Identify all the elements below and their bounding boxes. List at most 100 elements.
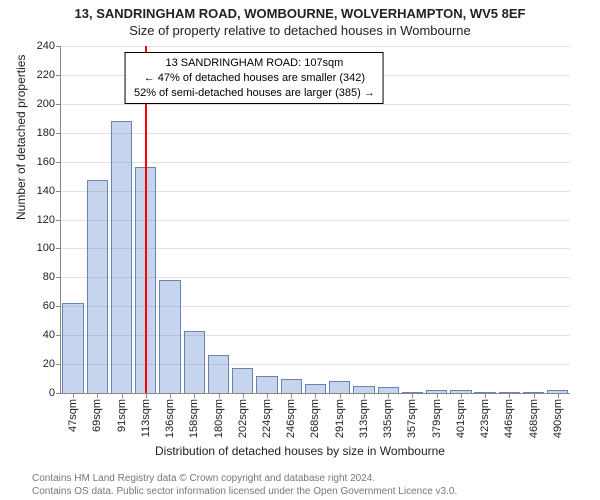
bar [232,368,253,393]
gridline [61,46,570,47]
gridline [61,306,570,307]
xtick-label: 313sqm [358,399,370,438]
annotation-line: 13 SANDRINGHAM ROAD: 107sqm [134,56,375,71]
ytick-mark [56,133,61,134]
xtick-mark [509,393,510,398]
ytick-mark [56,364,61,365]
xtick-mark [315,393,316,398]
annotation-line: 52% of semi-detached houses are larger (… [134,86,375,101]
ytick-label: 120 [37,214,55,226]
ytick-label: 80 [43,271,55,283]
ytick-mark [56,162,61,163]
ytick-mark [56,335,61,336]
xtick-label: 335sqm [382,399,394,438]
xtick-label: 224sqm [261,399,273,438]
xtick-mark [170,393,171,398]
xtick-label: 246sqm [285,399,297,438]
bar [329,381,350,393]
ytick-label: 200 [37,98,55,110]
bar [87,180,108,393]
x-axis-label: Distribution of detached houses by size … [0,444,600,458]
bar [305,384,326,393]
xtick-label: 69sqm [91,399,103,432]
ytick-mark [56,306,61,307]
xtick-label: 490sqm [552,399,564,438]
chart-area: 47sqm69sqm91sqm113sqm136sqm158sqm180sqm2… [60,46,570,394]
xtick-label: 446sqm [503,399,515,438]
ytick-label: 40 [43,329,55,341]
ytick-label: 240 [37,40,55,52]
ytick-label: 160 [37,156,55,168]
ytick-mark [56,75,61,76]
ytick-mark [56,220,61,221]
xtick-label: 423sqm [479,399,491,438]
bar [184,331,205,393]
ytick-label: 180 [37,127,55,139]
bar [281,379,302,393]
ytick-label: 0 [49,387,55,399]
xtick-mark [97,393,98,398]
ytick-label: 20 [43,358,55,370]
xtick-mark [388,393,389,398]
plot-region: 47sqm69sqm91sqm113sqm136sqm158sqm180sqm2… [60,46,570,394]
xtick-mark [219,393,220,398]
ytick-label: 220 [37,69,55,81]
annotation-box: 13 SANDRINGHAM ROAD: 107sqm← 47% of deta… [125,52,384,105]
xtick-mark [73,393,74,398]
xtick-label: 202sqm [237,399,249,438]
bar [159,280,180,393]
xtick-mark [558,393,559,398]
footer-attribution: Contains HM Land Registry data © Crown c… [0,473,600,498]
footer-line-1: Contains HM Land Registry data © Crown c… [32,473,600,486]
bar [208,355,229,393]
xtick-label: 180sqm [213,399,225,438]
xtick-label: 113sqm [140,399,152,437]
xtick-label: 158sqm [188,399,200,438]
xtick-label: 468sqm [528,399,540,438]
xtick-mark [485,393,486,398]
gridline [61,220,570,221]
ytick-mark [56,46,61,47]
bar [353,386,374,393]
ytick-mark [56,191,61,192]
gridline [61,277,570,278]
xtick-mark [243,393,244,398]
footer-line-2: Contains OS data. Public sector informat… [32,486,600,499]
xtick-mark [340,393,341,398]
bar [256,376,277,393]
gridline [61,248,570,249]
xtick-mark [267,393,268,398]
annotation-line: ← 47% of detached houses are smaller (34… [134,71,375,86]
xtick-mark [461,393,462,398]
gridline [61,133,570,134]
ytick-label: 60 [43,300,55,312]
gridline [61,364,570,365]
xtick-label: 401sqm [455,399,467,438]
ytick-mark [56,248,61,249]
xtick-mark [534,393,535,398]
xtick-mark [364,393,365,398]
bar [62,303,83,393]
page-title: 13, SANDRINGHAM ROAD, WOMBOURNE, WOLVERH… [0,6,600,21]
page-subtitle: Size of property relative to detached ho… [0,23,600,38]
xtick-mark [122,393,123,398]
ytick-mark [56,277,61,278]
xtick-label: 91sqm [116,399,128,432]
xtick-mark [194,393,195,398]
xtick-mark [437,393,438,398]
xtick-label: 291sqm [334,399,346,438]
ytick-label: 100 [37,242,55,254]
xtick-mark [146,393,147,398]
y-axis-label: Number of detached properties [14,55,28,220]
ytick-mark [56,393,61,394]
ytick-label: 140 [37,185,55,197]
gridline [61,191,570,192]
xtick-label: 357sqm [406,399,418,438]
xtick-label: 136sqm [164,399,176,438]
xtick-mark [412,393,413,398]
xtick-label: 268sqm [309,399,321,438]
xtick-label: 379sqm [431,399,443,438]
xtick-mark [291,393,292,398]
xtick-label: 47sqm [67,399,79,432]
ytick-mark [56,104,61,105]
